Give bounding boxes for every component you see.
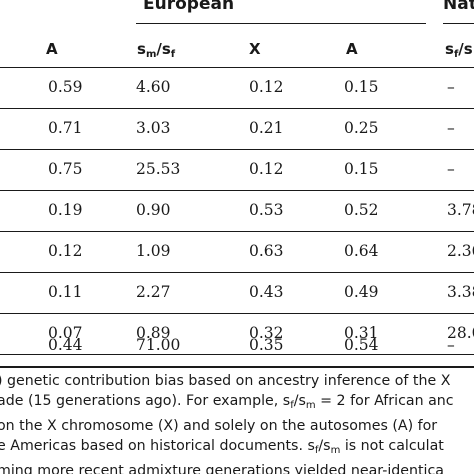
cell-a-left: 0.75 [48,160,83,178]
table-row: 0.71 3.03 0.21 0.25 – [0,109,474,149]
cell-a-left: 0.59 [48,78,83,96]
cell-sm-sf: 1.09 [136,242,171,260]
cell-sf-sm: 3.38 [447,283,474,301]
cell-a-left: 0.12 [48,242,83,260]
footnote-line: on the X chromosome (X) and solely on th… [0,418,438,434]
cell-sf-sm: 28.0 [447,324,474,342]
table-bottom-rule [0,366,474,368]
row-divider [0,272,474,273]
cell-sm-sf: 0.89 [136,324,171,342]
footnote-line: ade (15 generations ago). For example, s… [0,393,454,411]
cell-a-right: 0.49 [344,283,379,301]
cell-a-left: 0.07 [48,324,83,342]
cell-a-right: 0.31 [344,324,379,342]
cell-sm-sf: 2.27 [136,283,171,301]
cell-a-right: 0.54 [344,336,379,354]
cell-x: 0.35 [249,336,284,354]
column-header-a-right: A [346,40,358,58]
group-underline-european [136,23,426,24]
cell-sm-sf: 25.53 [136,160,181,178]
column-header-a-left: A [46,40,58,58]
table-footnote: ) genetic contribution bias based on anc… [0,371,474,474]
table-row: 0.07 0.89 0.32 0.31 28.0 [0,314,474,354]
table-row-last: 0.44 71.00 0.35 0.54 – [0,335,474,375]
column-header-sm-sf: sm/sf [137,40,176,60]
footnote-line: ming more recent admixture generations y… [0,463,444,474]
cell-sm-sf: 4.60 [136,78,171,96]
table-row: 0.59 4.60 0.12 0.15 – [0,68,474,108]
cell-sf-sm: – [447,78,455,96]
header-rule [0,67,474,68]
cell-sm-sf: 0.90 [136,201,171,219]
cell-a-left: 0.44 [48,336,83,354]
cell-x: 0.32 [249,324,284,342]
cell-a-right: 0.64 [344,242,379,260]
cell-x: 0.12 [249,160,284,178]
cell-sf-sm: – [447,160,455,178]
cell-a-right: 0.15 [344,78,379,96]
row-divider [0,108,474,109]
table-row: 0.11 2.27 0.43 0.49 3.38 [0,273,474,313]
cell-sf-sm: 3.78 [447,201,474,219]
cell-a-left: 0.19 [48,201,83,219]
footnote-line: e Americas based on historical documents… [0,438,444,456]
cell-a-right: 0.15 [344,160,379,178]
row-divider [0,231,474,232]
cell-x: 0.63 [249,242,284,260]
cell-a-left: 0.71 [48,119,83,137]
cell-sm-sf: 71.00 [136,336,181,354]
cell-a-right: 0.52 [344,201,379,219]
group-header-native: Nat [443,0,474,14]
column-header-sf-sm: sf/s [445,40,473,60]
cell-sf-sm: 2.36 [447,242,474,260]
cell-a-left: 0.11 [48,283,83,301]
cell-a-right: 0.25 [344,119,379,137]
row-divider [0,354,474,355]
row-divider [0,313,474,314]
cell-sm-sf: 3.03 [136,119,171,137]
cell-x: 0.43 [249,283,284,301]
cell-sf-sm: – [447,336,455,354]
footnote-line: ) genetic contribution bias based on anc… [0,373,451,389]
cell-x: 0.12 [249,78,284,96]
group-underline-native [443,23,474,24]
row-divider [0,149,474,150]
column-header-x: X [249,40,261,58]
cell-x: 0.21 [249,119,284,137]
table-row: 0.75 25.53 0.12 0.15 – [0,150,474,190]
table-row: 0.19 0.90 0.53 0.52 3.78 [0,191,474,231]
row-divider [0,190,474,191]
cell-x: 0.53 [249,201,284,219]
group-header-european: European [143,0,235,14]
table-row: 0.12 1.09 0.63 0.64 2.36 [0,232,474,272]
cell-sf-sm: – [447,119,455,137]
